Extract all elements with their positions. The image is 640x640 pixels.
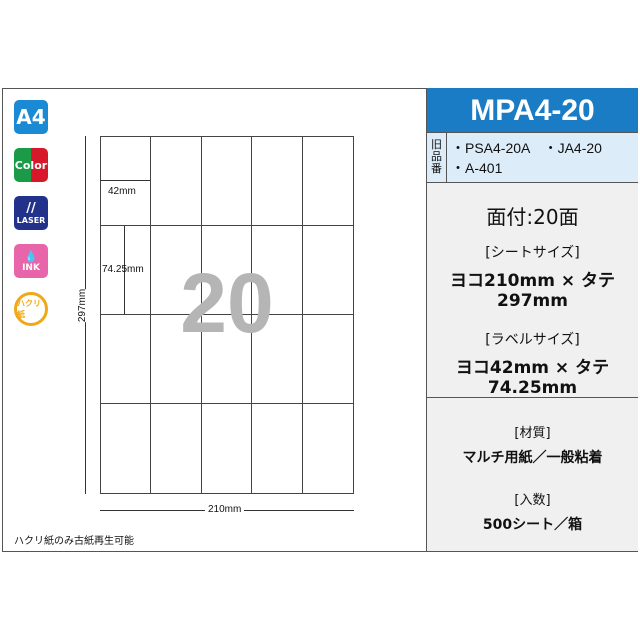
old-numbers: 旧品番 ・PSA4-20A ・JA4-20 ・A-401 — [427, 133, 638, 183]
label-width: 42mm — [108, 186, 136, 197]
size-info: 面付:20面 [シートサイズ] ヨコ210mm × タテ297mm [ラベルサイ… — [427, 183, 638, 398]
sheet-size-title: [シートサイズ] — [485, 245, 580, 261]
material-title: [材質] — [514, 426, 551, 441]
width-dim-line — [100, 180, 150, 181]
faces: 面付:20面 — [486, 205, 579, 229]
quantity: 500シート／箱 — [482, 517, 583, 533]
peelable-icon: ハクリ紙 — [14, 292, 48, 326]
old-numbers-label: 旧品番 — [427, 133, 447, 182]
a4-icon: A4 — [14, 100, 48, 134]
sheet-height: 297mm — [77, 288, 89, 323]
laser-icon-label: LASER — [16, 216, 46, 225]
ink-icon: 💧 INK — [14, 244, 48, 278]
laser-icon: //LASER — [14, 196, 48, 230]
label-size-title: [ラベルサイズ] — [485, 332, 580, 348]
color-icon-label: Color — [14, 158, 48, 172]
quantity-title: [入数] — [514, 493, 551, 508]
label-layout-grid — [100, 136, 354, 494]
height-dim-line — [124, 226, 125, 314]
sheet-width: 210mm — [205, 504, 245, 515]
product-panel: MPA4-20 旧品番 ・PSA4-20A ・JA4-20 ・A-401 面付:2… — [426, 88, 638, 552]
material: マルチ用紙／一般粘着 — [462, 450, 603, 466]
sheet-size: ヨコ210mm × タテ297mm — [450, 271, 615, 311]
old-number: ・A-401 — [451, 160, 503, 176]
ink-icon-label: INK — [22, 262, 40, 273]
old-number: ・PSA4-20A ・JA4-20 — [451, 140, 602, 156]
color-icon: Color — [14, 148, 48, 182]
product-code: MPA4-20 — [427, 88, 638, 133]
label-count: 20 — [180, 256, 274, 350]
material-info: [材質] マルチ用紙／一般粘着 [入数] 500シート／箱 — [427, 398, 638, 551]
footer-note: ハクリ紙のみ古紙再生可能 — [14, 536, 134, 547]
label-height: 74.25mm — [102, 264, 144, 275]
label-size: ヨコ42mm × タテ74.25mm — [455, 358, 610, 398]
